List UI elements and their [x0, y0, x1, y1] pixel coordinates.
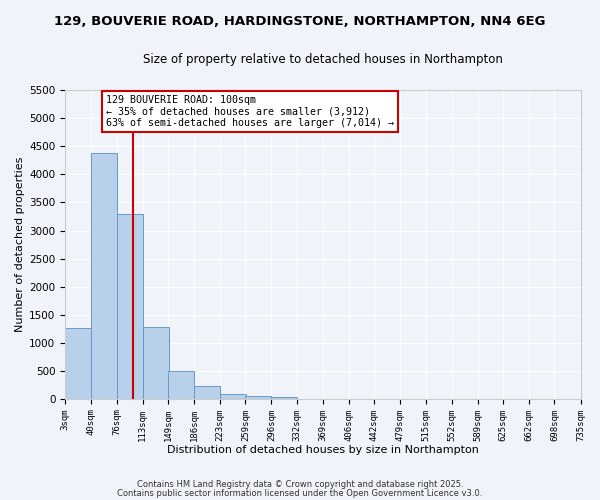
Bar — [143, 327, 169, 399]
Title: Size of property relative to detached houses in Northampton: Size of property relative to detached ho… — [143, 52, 503, 66]
Bar — [91, 153, 117, 399]
Bar — [220, 394, 246, 399]
Text: Contains HM Land Registry data © Crown copyright and database right 2025.: Contains HM Land Registry data © Crown c… — [137, 480, 463, 489]
Bar — [65, 328, 91, 399]
Bar — [194, 386, 220, 399]
Bar — [116, 214, 143, 399]
Y-axis label: Number of detached properties: Number of detached properties — [15, 157, 25, 332]
Text: Contains public sector information licensed under the Open Government Licence v3: Contains public sector information licen… — [118, 489, 482, 498]
Bar — [168, 371, 194, 399]
Bar — [271, 397, 298, 399]
Text: 129, BOUVERIE ROAD, HARDINGSTONE, NORTHAMPTON, NN4 6EG: 129, BOUVERIE ROAD, HARDINGSTONE, NORTHA… — [54, 15, 546, 28]
X-axis label: Distribution of detached houses by size in Northampton: Distribution of detached houses by size … — [167, 445, 479, 455]
Bar — [245, 396, 271, 399]
Text: 129 BOUVERIE ROAD: 100sqm
← 35% of detached houses are smaller (3,912)
63% of se: 129 BOUVERIE ROAD: 100sqm ← 35% of detac… — [106, 95, 394, 128]
